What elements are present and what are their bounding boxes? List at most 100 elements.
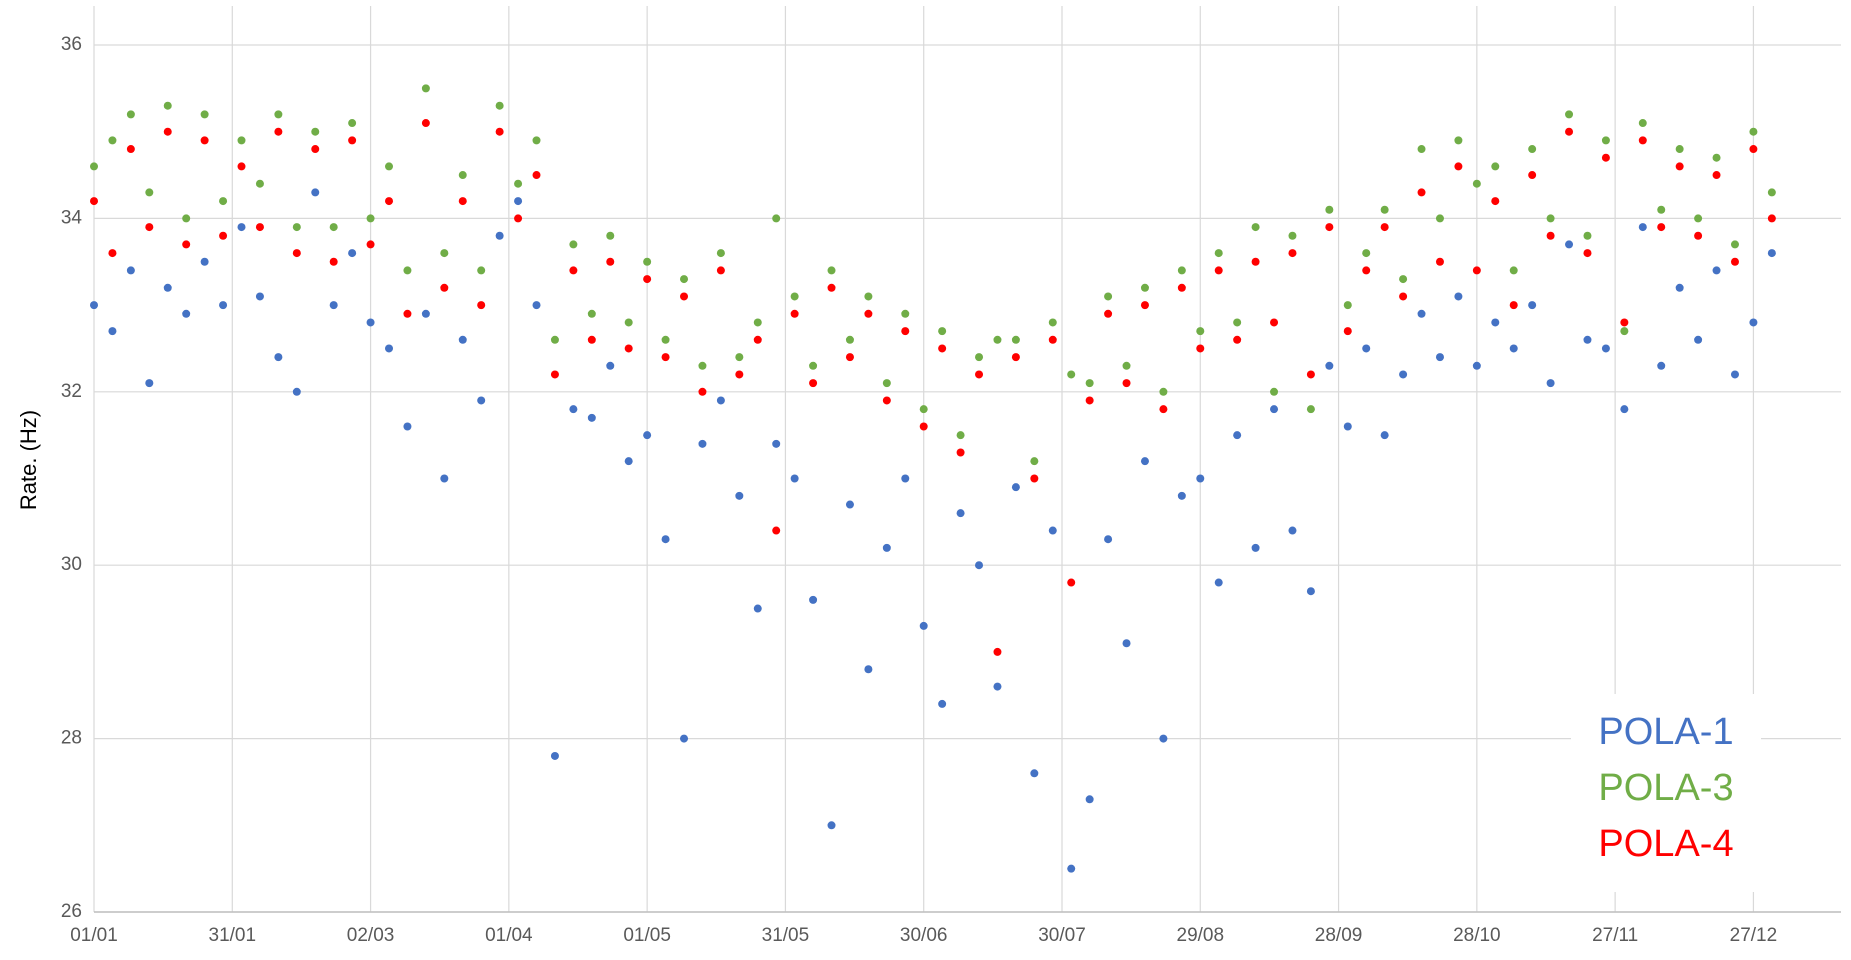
point bbox=[938, 327, 947, 336]
point bbox=[274, 353, 283, 362]
point bbox=[882, 543, 891, 552]
point bbox=[1030, 474, 1039, 483]
point bbox=[1638, 223, 1647, 232]
point bbox=[255, 223, 264, 232]
point bbox=[532, 136, 541, 145]
point bbox=[1030, 457, 1039, 466]
point bbox=[864, 309, 873, 318]
point bbox=[1362, 249, 1371, 258]
point bbox=[163, 127, 172, 136]
point bbox=[1528, 171, 1537, 180]
point bbox=[790, 292, 799, 301]
series bbox=[90, 188, 1776, 873]
point bbox=[1712, 153, 1721, 162]
point bbox=[809, 379, 818, 388]
point bbox=[329, 223, 338, 232]
point bbox=[1214, 578, 1223, 587]
point bbox=[680, 275, 689, 284]
point bbox=[200, 136, 209, 145]
point bbox=[329, 301, 338, 310]
point bbox=[790, 309, 799, 318]
point bbox=[421, 84, 430, 93]
point bbox=[661, 535, 670, 544]
point bbox=[514, 197, 523, 206]
point bbox=[1528, 145, 1537, 154]
point bbox=[753, 604, 762, 613]
point bbox=[772, 526, 781, 535]
point bbox=[1270, 405, 1279, 414]
point bbox=[1657, 223, 1666, 232]
point bbox=[1565, 127, 1574, 136]
point bbox=[606, 361, 615, 370]
point bbox=[126, 266, 135, 275]
point bbox=[200, 257, 209, 266]
point bbox=[938, 344, 947, 353]
point bbox=[624, 457, 633, 466]
point bbox=[1196, 474, 1205, 483]
point bbox=[680, 292, 689, 301]
point bbox=[1233, 335, 1242, 344]
point bbox=[1730, 240, 1739, 249]
point bbox=[1767, 188, 1776, 197]
point bbox=[1325, 361, 1334, 370]
point bbox=[772, 214, 781, 223]
point bbox=[385, 344, 394, 353]
point bbox=[1565, 240, 1574, 249]
point bbox=[1454, 162, 1463, 171]
point bbox=[1380, 223, 1389, 232]
point bbox=[1435, 214, 1444, 223]
x-tick-label: 01/05 bbox=[623, 925, 671, 946]
point bbox=[1491, 197, 1500, 206]
point bbox=[421, 119, 430, 128]
point bbox=[1546, 214, 1555, 223]
point bbox=[1435, 353, 1444, 362]
point bbox=[219, 301, 228, 310]
y-tick-label: 34 bbox=[61, 207, 83, 228]
point bbox=[1620, 318, 1629, 327]
point bbox=[956, 448, 965, 457]
point bbox=[1306, 370, 1315, 379]
y-tick-label: 32 bbox=[61, 381, 82, 402]
point bbox=[366, 240, 375, 249]
point bbox=[587, 309, 596, 318]
point bbox=[1767, 249, 1776, 258]
legend-label: POLA-1 bbox=[1598, 711, 1733, 753]
x-tick-label: 28/10 bbox=[1453, 925, 1501, 946]
point bbox=[1546, 379, 1555, 388]
y-tick-label: 36 bbox=[61, 34, 82, 55]
point bbox=[827, 266, 836, 275]
point bbox=[1491, 162, 1500, 171]
point bbox=[1214, 249, 1223, 258]
point bbox=[1417, 309, 1426, 318]
point bbox=[1030, 769, 1039, 778]
point bbox=[1362, 266, 1371, 275]
point bbox=[827, 283, 836, 292]
point bbox=[514, 214, 523, 223]
point bbox=[274, 127, 283, 136]
point bbox=[477, 396, 486, 405]
point bbox=[1159, 387, 1168, 396]
point bbox=[1048, 335, 1057, 344]
point bbox=[385, 197, 394, 206]
point bbox=[1620, 405, 1629, 414]
point bbox=[956, 509, 965, 518]
point bbox=[1288, 526, 1297, 535]
point bbox=[1048, 526, 1057, 535]
point bbox=[772, 439, 781, 448]
point bbox=[716, 249, 725, 258]
point bbox=[993, 647, 1002, 656]
point bbox=[1140, 301, 1149, 310]
point bbox=[1638, 119, 1647, 128]
x-tick-label: 30/06 bbox=[900, 925, 948, 946]
point bbox=[514, 179, 523, 188]
point bbox=[1694, 214, 1703, 223]
point bbox=[1472, 361, 1481, 370]
point bbox=[1417, 145, 1426, 154]
point bbox=[495, 127, 504, 136]
point bbox=[1509, 266, 1518, 275]
point bbox=[1011, 335, 1020, 344]
point bbox=[1472, 179, 1481, 188]
point bbox=[1675, 145, 1684, 154]
point bbox=[458, 197, 467, 206]
point bbox=[458, 171, 467, 180]
